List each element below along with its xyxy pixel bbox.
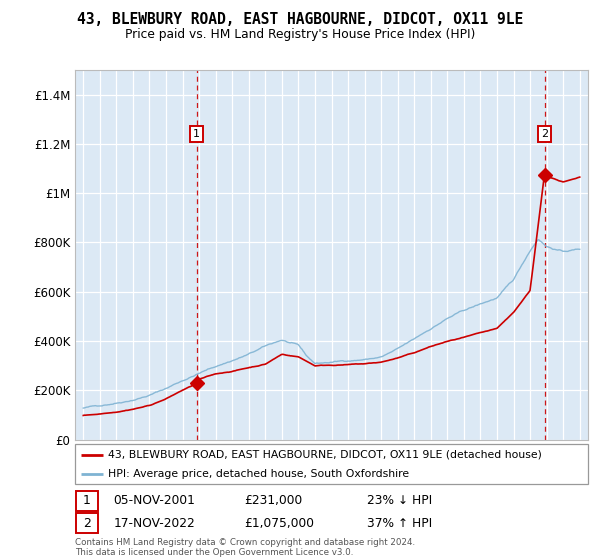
Text: 43, BLEWBURY ROAD, EAST HAGBOURNE, DIDCOT, OX11 9LE (detached house): 43, BLEWBURY ROAD, EAST HAGBOURNE, DIDCO… <box>109 450 542 460</box>
Text: 2: 2 <box>83 516 91 530</box>
Text: 43, BLEWBURY ROAD, EAST HAGBOURNE, DIDCOT, OX11 9LE: 43, BLEWBURY ROAD, EAST HAGBOURNE, DIDCO… <box>77 12 523 27</box>
Text: Contains HM Land Registry data © Crown copyright and database right 2024.
This d: Contains HM Land Registry data © Crown c… <box>75 538 415 557</box>
Text: £231,000: £231,000 <box>244 494 302 507</box>
Text: Price paid vs. HM Land Registry's House Price Index (HPI): Price paid vs. HM Land Registry's House … <box>125 28 475 41</box>
FancyBboxPatch shape <box>75 444 588 484</box>
FancyBboxPatch shape <box>76 491 98 511</box>
Text: 1: 1 <box>83 494 91 507</box>
FancyBboxPatch shape <box>76 513 98 533</box>
Text: 05-NOV-2001: 05-NOV-2001 <box>113 494 196 507</box>
Text: 2: 2 <box>541 129 548 139</box>
Text: 1: 1 <box>193 129 200 139</box>
Text: £1,075,000: £1,075,000 <box>244 516 314 530</box>
Text: 37% ↑ HPI: 37% ↑ HPI <box>367 516 433 530</box>
Text: 23% ↓ HPI: 23% ↓ HPI <box>367 494 433 507</box>
Text: HPI: Average price, detached house, South Oxfordshire: HPI: Average price, detached house, Sout… <box>109 469 409 478</box>
Text: 17-NOV-2022: 17-NOV-2022 <box>113 516 195 530</box>
